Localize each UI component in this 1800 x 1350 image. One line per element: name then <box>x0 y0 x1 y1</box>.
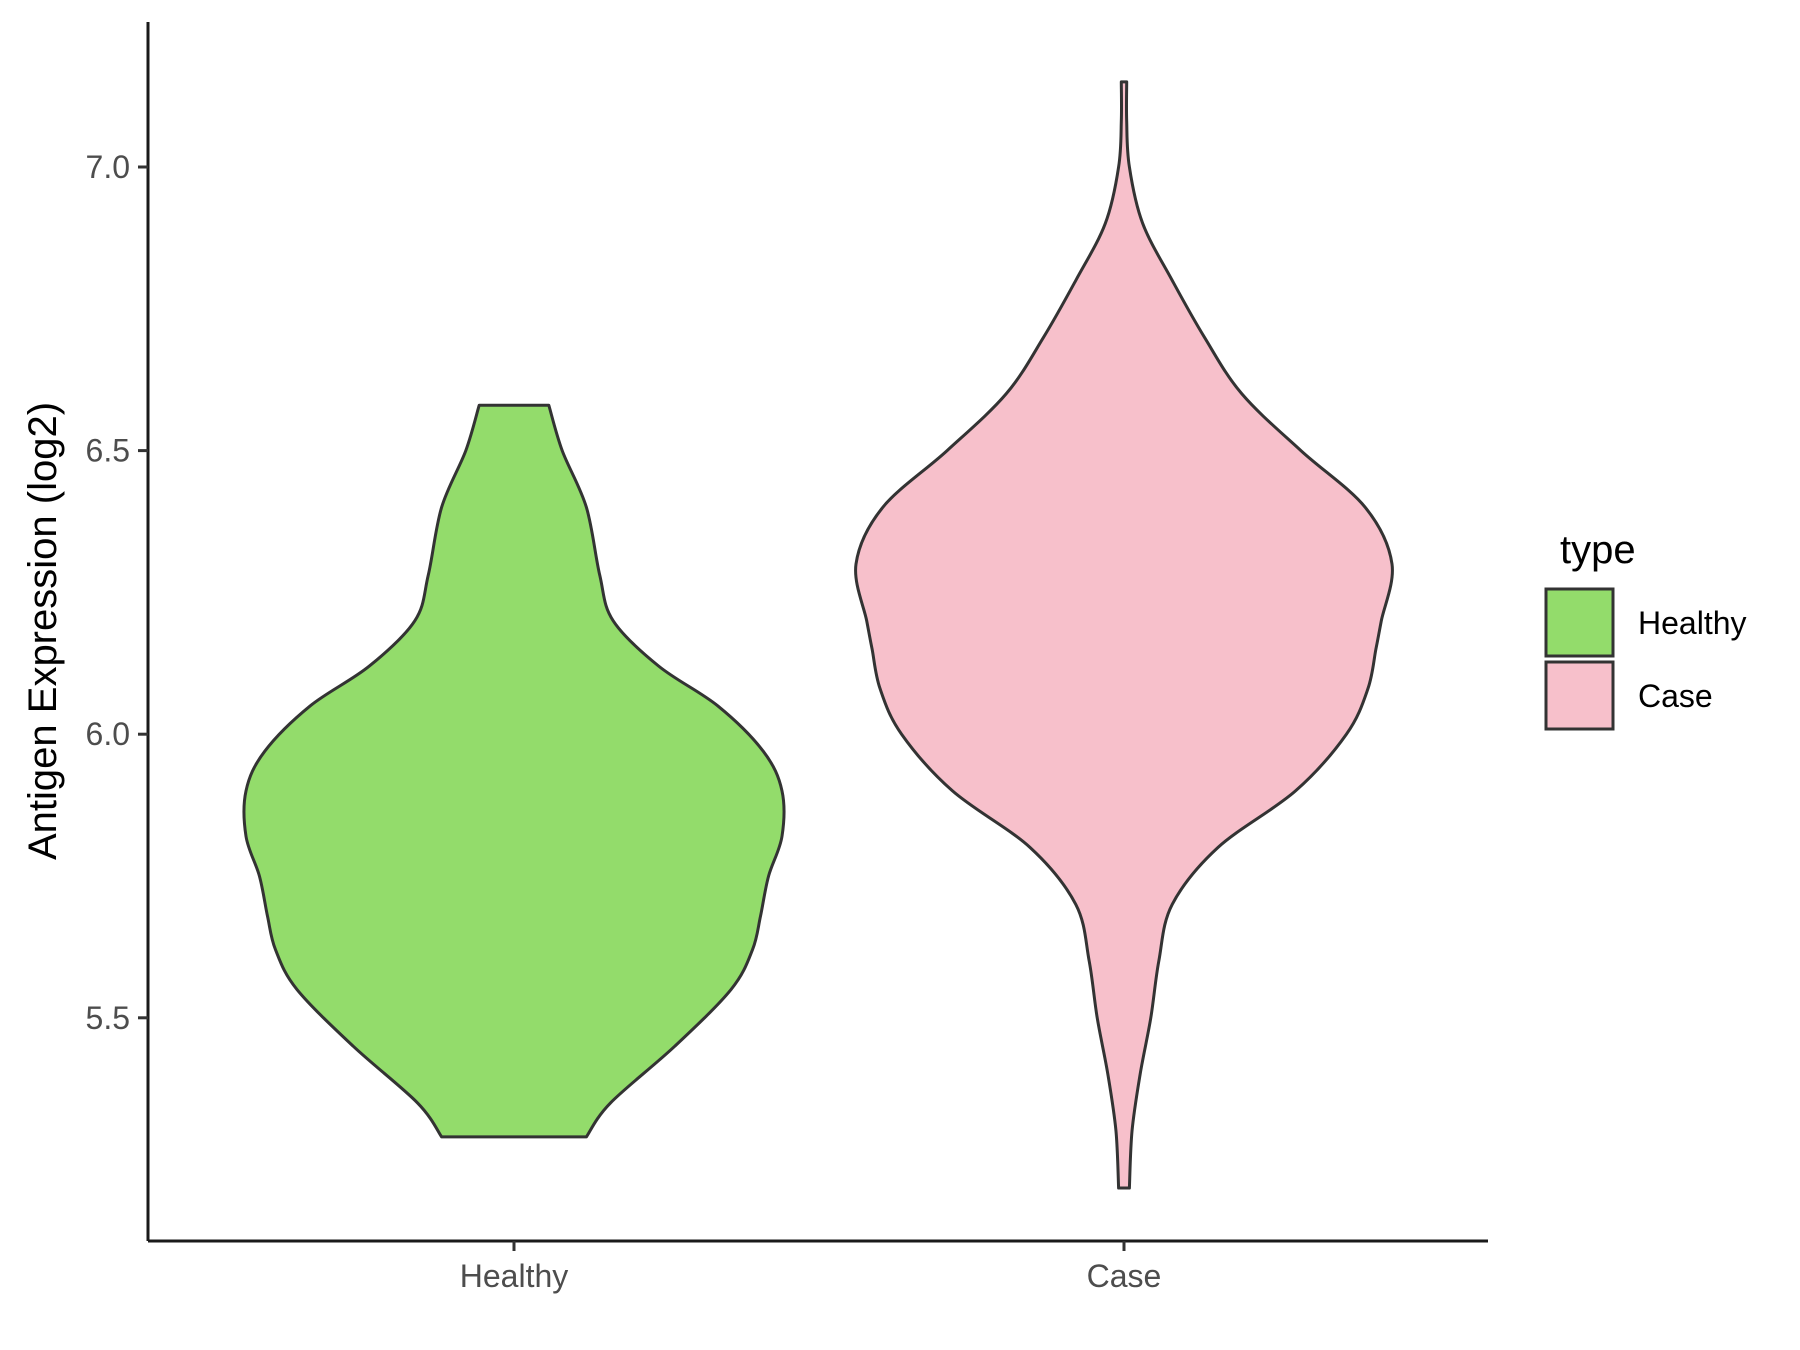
axes-layer: 5.5 6.0 6.5 7.0 Healthy Case Antigen Express… <box>21 22 1488 1294</box>
legend-title: type <box>1560 528 1636 572</box>
y-tick-label: 7.0 <box>86 149 130 185</box>
x-tick-label: Healthy <box>460 1258 569 1294</box>
y-tick-label: 6.5 <box>86 433 130 469</box>
y-ticks: 5.5 6.0 6.5 7.0 <box>86 149 148 1036</box>
y-tick-label: 5.5 <box>86 1000 130 1036</box>
legend: type Healthy Case <box>1544 528 1747 731</box>
violin-case <box>854 80 1394 1190</box>
legend-label-healthy: Healthy <box>1638 605 1747 641</box>
legend-swatch-healthy <box>1544 587 1615 658</box>
violin-healthy <box>242 403 786 1139</box>
x-tick-label: Case <box>1087 1258 1162 1294</box>
legend-entries: Healthy Case <box>1544 587 1747 731</box>
violin-layer <box>242 80 1394 1190</box>
legend-swatch-case <box>1544 660 1615 731</box>
y-axis-title: Antigen Expression (log2) <box>21 402 65 860</box>
x-ticks: Healthy Case <box>460 1241 1162 1294</box>
legend-label-case: Case <box>1638 678 1713 714</box>
y-tick-label: 6.0 <box>86 716 130 752</box>
